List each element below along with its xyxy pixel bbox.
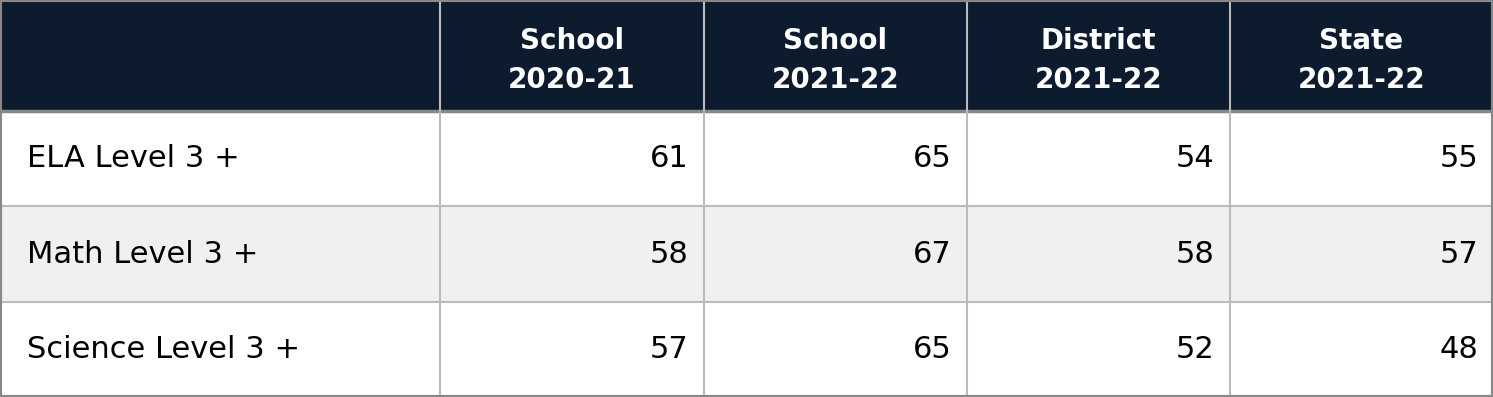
Text: 52: 52 [1176, 335, 1215, 364]
Text: School: School [784, 27, 887, 55]
Text: State: State [1320, 27, 1403, 55]
Text: 61: 61 [649, 144, 688, 173]
Text: School: School [520, 27, 624, 55]
Text: 55: 55 [1439, 144, 1478, 173]
Text: 2021-22: 2021-22 [1035, 66, 1162, 94]
Bar [0, 111, 1493, 206]
Text: 57: 57 [1439, 239, 1478, 269]
Text: 67: 67 [914, 239, 953, 269]
Text: 2020-21: 2020-21 [508, 66, 636, 94]
Text: District: District [1041, 27, 1156, 55]
Text: Math Level 3 +: Math Level 3 + [27, 239, 258, 269]
Bar [0, 302, 1493, 397]
Text: Science Level 3 +: Science Level 3 + [27, 335, 300, 364]
Text: 58: 58 [649, 239, 688, 269]
Text: 58: 58 [1176, 239, 1215, 269]
Text: 48: 48 [1439, 335, 1478, 364]
Text: 57: 57 [649, 335, 688, 364]
Text: 2021-22: 2021-22 [772, 66, 899, 94]
Text: ELA Level 3 +: ELA Level 3 + [27, 144, 239, 173]
Bar [0, 206, 1493, 302]
Text: 65: 65 [914, 144, 953, 173]
Text: 2021-22: 2021-22 [1297, 66, 1426, 94]
Bar [0, 0, 1493, 111]
Text: 65: 65 [914, 335, 953, 364]
Text: 54: 54 [1176, 144, 1215, 173]
